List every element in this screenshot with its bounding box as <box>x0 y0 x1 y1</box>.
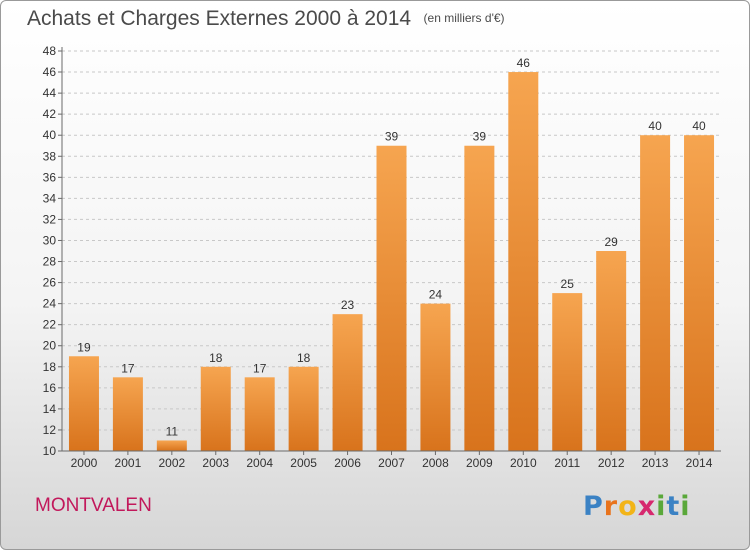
x-tick-label: 2005 <box>290 456 317 470</box>
data-label: 11 <box>166 424 179 438</box>
bar <box>200 366 231 451</box>
data-label: 24 <box>429 288 443 302</box>
data-label: 46 <box>517 56 531 70</box>
data-label: 40 <box>692 119 706 133</box>
data-label: 17 <box>253 361 267 375</box>
y-tick-label: 38 <box>43 149 57 163</box>
data-label: 29 <box>604 235 618 249</box>
data-label: 19 <box>77 340 91 354</box>
x-tick-label: 2000 <box>71 456 98 470</box>
y-tick-label: 26 <box>43 276 57 290</box>
y-tick-label: 42 <box>43 107 57 121</box>
bar <box>596 251 627 451</box>
data-label: 23 <box>341 298 355 312</box>
title-row: Achats et Charges Externes 2000 à 2014 (… <box>27 7 505 31</box>
y-tick-label: 34 <box>43 191 57 205</box>
logo-letter: i <box>680 491 691 522</box>
bar <box>332 314 363 451</box>
bar <box>640 135 671 452</box>
x-tick-label: 2011 <box>554 456 580 470</box>
bar <box>156 440 187 451</box>
y-tick-label: 22 <box>43 318 57 332</box>
y-tick-label: 10 <box>43 444 57 458</box>
town-name: MONTVALEN <box>35 495 152 516</box>
bar <box>684 135 715 452</box>
logo-letter: P <box>583 491 604 522</box>
logo-letter: i <box>656 491 667 522</box>
y-tick-label: 24 <box>43 297 57 311</box>
y-tick-label: 40 <box>43 128 57 142</box>
data-label: 17 <box>121 361 135 375</box>
grid-lines <box>62 50 721 452</box>
x-tick-label: 2014 <box>686 456 713 470</box>
logo-letter: t <box>666 491 681 522</box>
x-tick-label: 2006 <box>334 456 361 470</box>
y-tick-label: 18 <box>43 360 57 374</box>
y-tick-label: 28 <box>43 255 57 269</box>
data-label: 39 <box>473 130 487 144</box>
x-tick-label: 2012 <box>598 456 625 470</box>
axes <box>58 47 721 455</box>
logo-letter: r <box>603 491 619 522</box>
x-tick-label: 2007 <box>378 456 405 470</box>
bar <box>508 72 539 451</box>
y-tick-label: 20 <box>43 339 57 353</box>
y-tick-label: 32 <box>43 212 57 226</box>
logo-letter: o <box>618 491 638 522</box>
y-tick-label: 36 <box>43 170 57 184</box>
bar <box>288 366 319 451</box>
bar <box>68 356 99 451</box>
x-tick-label: 2001 <box>115 456 142 470</box>
bar <box>464 145 495 451</box>
x-tick-label: 2010 <box>510 456 537 470</box>
y-tick-label: 16 <box>43 381 57 395</box>
proxiti-logo: Proxiti <box>583 491 691 522</box>
data-label: 39 <box>385 130 399 144</box>
x-tick-label: 2004 <box>246 456 273 470</box>
y-tick-label: 14 <box>43 402 57 416</box>
labels: 10 12 14 16 18 20 22 24 26 28 30 32 34 36 38 40 42 44 46 48… <box>43 44 713 470</box>
y-tick-label: 44 <box>43 86 57 100</box>
x-tick-label: 2009 <box>466 456 493 470</box>
logo-letter: x <box>637 491 657 522</box>
x-tick-label: 2003 <box>202 456 229 470</box>
chart-unit: (en milliers d'€) <box>423 11 505 25</box>
data-label: 18 <box>297 351 311 365</box>
chart-title: Achats et Charges Externes 2000 à 2014 <box>27 7 412 30</box>
x-tick-label: 2002 <box>158 456 185 470</box>
bar <box>552 293 583 451</box>
bar <box>376 145 407 451</box>
bar <box>112 377 143 451</box>
data-label: 18 <box>209 351 223 365</box>
bars <box>68 72 715 452</box>
x-tick-label: 2013 <box>642 456 669 470</box>
y-tick-label: 46 <box>43 65 57 79</box>
data-label: 25 <box>561 277 575 291</box>
y-tick-label: 12 <box>43 423 57 437</box>
y-tick-label: 30 <box>43 233 57 247</box>
x-tick-label: 2008 <box>422 456 449 470</box>
bar <box>244 377 275 451</box>
y-tick-label: 48 <box>43 44 57 58</box>
bar <box>420 303 451 451</box>
data-label: 40 <box>648 119 662 133</box>
